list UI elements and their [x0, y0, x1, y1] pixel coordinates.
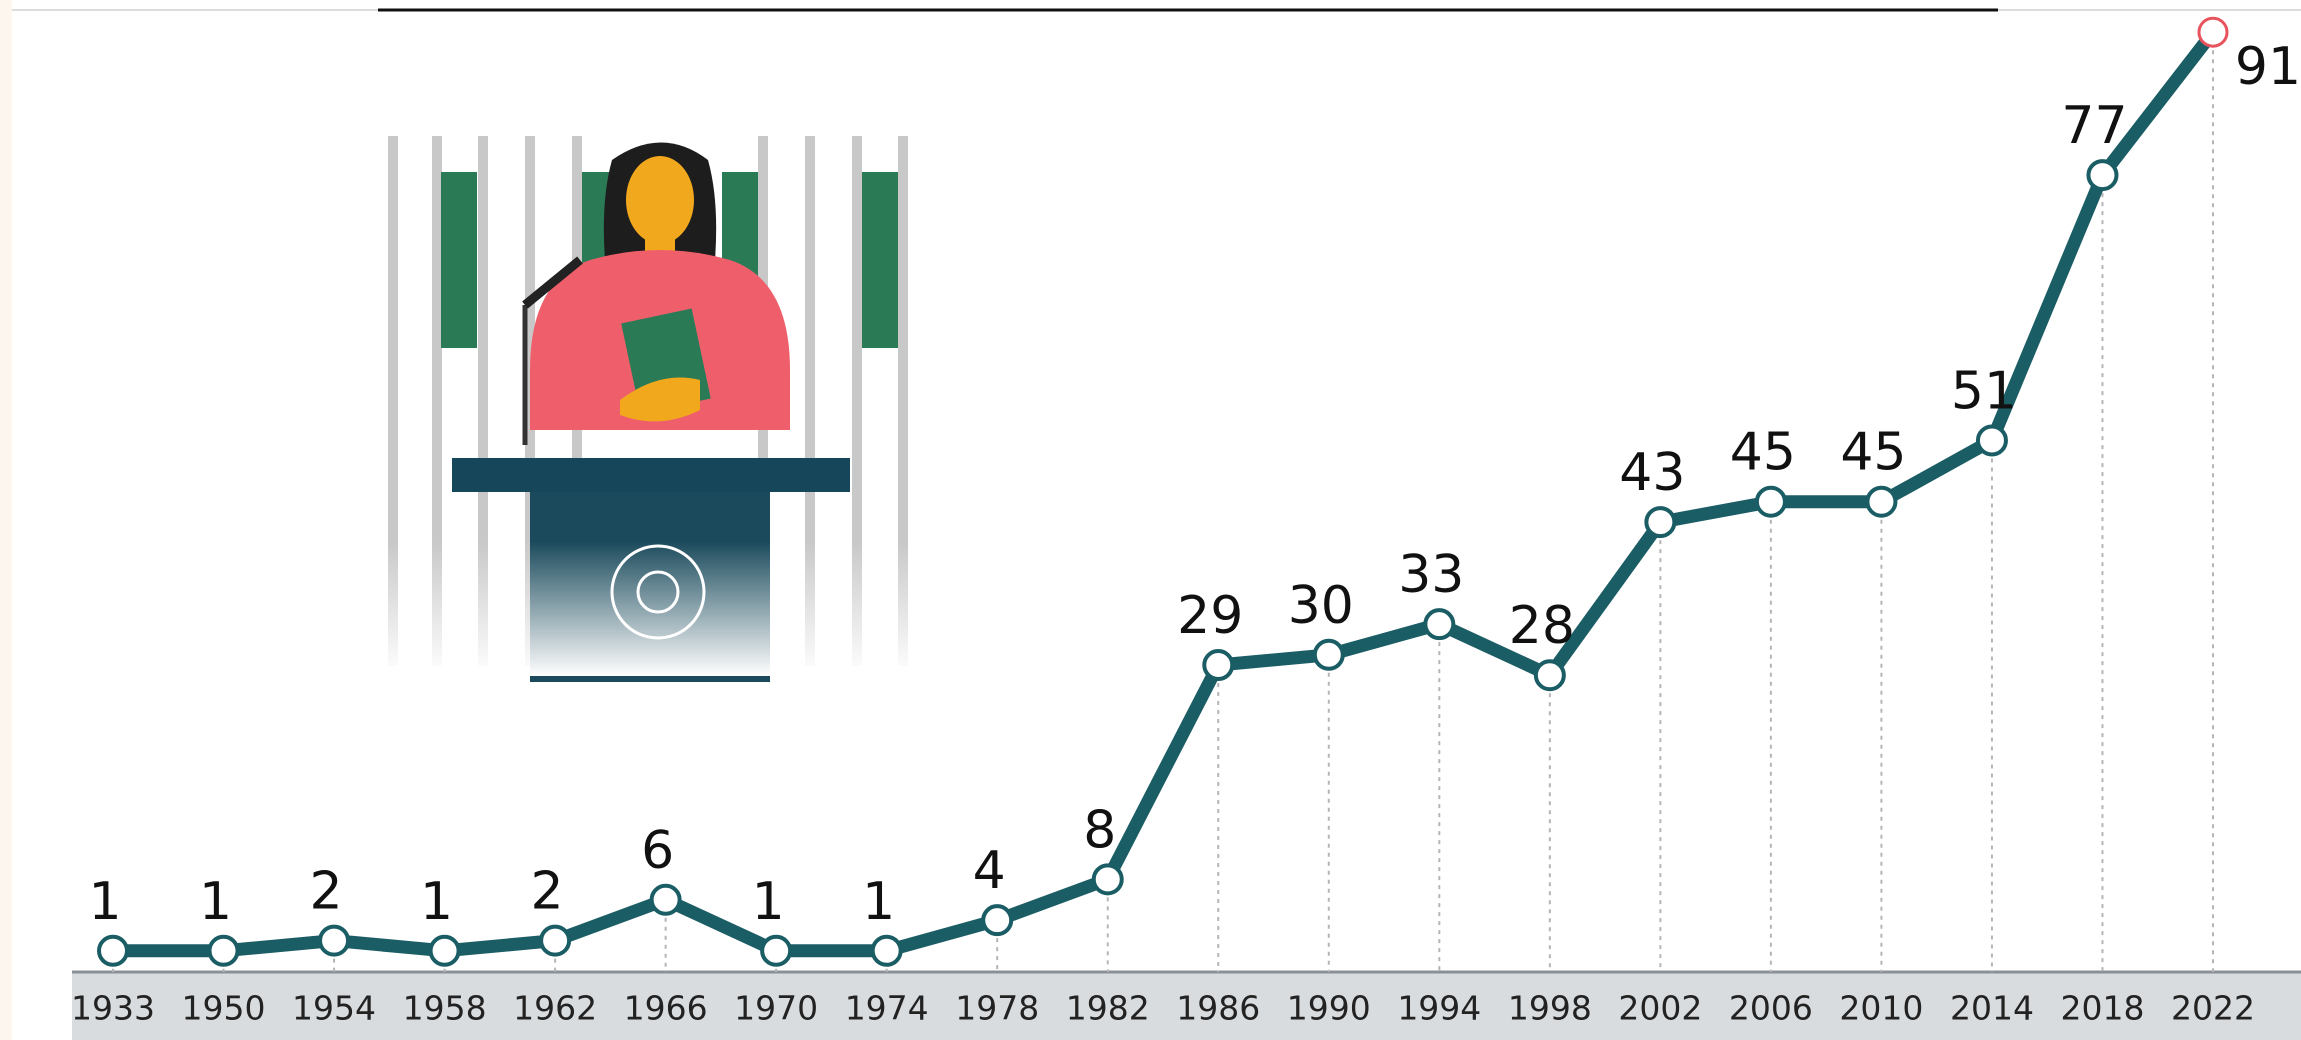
chart: 1933 1950 1954 1958 1962 1966 1970 1974 1978 1982… — [0, 0, 2301, 1040]
data-label: 33 — [1398, 545, 1464, 605]
fade — [380, 136, 920, 676]
marker — [873, 937, 901, 965]
x-tick-label: 2002 — [1618, 989, 1702, 1028]
x-tick-label: 1966 — [624, 989, 708, 1028]
x-tick-label: 2014 — [1950, 989, 2034, 1028]
marker — [652, 886, 680, 914]
x-tick-label: 1986 — [1176, 989, 1260, 1028]
marker — [2088, 161, 2116, 189]
data-label: 77 — [2061, 96, 2127, 156]
x-tick-label: 1933 — [71, 989, 155, 1028]
marker — [1867, 488, 1895, 516]
marker — [99, 937, 127, 965]
marker — [210, 937, 238, 965]
marker — [762, 937, 790, 965]
data-label: 4 — [973, 841, 1006, 901]
x-tick-label: 1994 — [1397, 989, 1481, 1028]
marker — [983, 906, 1011, 934]
marker — [431, 937, 459, 965]
marker — [320, 927, 348, 955]
data-label: 29 — [1177, 586, 1243, 646]
marker — [1425, 610, 1453, 638]
data-label: 43 — [1619, 443, 1685, 503]
x-tick-label: 2018 — [2060, 989, 2144, 1028]
x-tick-label: 1990 — [1287, 989, 1371, 1028]
illustration — [380, 136, 920, 682]
data-label: 30 — [1288, 576, 1354, 636]
data-label: 51 — [1951, 361, 2017, 421]
data-label: 1 — [88, 872, 121, 932]
marker — [1315, 641, 1343, 669]
data-label: 45 — [1730, 423, 1796, 483]
data-label: 1 — [752, 872, 785, 932]
data-label: 8 — [1083, 800, 1116, 860]
marker — [1757, 488, 1785, 516]
chart-background — [12, 0, 2301, 1040]
data-label: 2 — [531, 862, 564, 922]
data-label: 2 — [310, 862, 343, 922]
data-label: 91 — [2235, 37, 2301, 97]
x-tick-label: 1954 — [292, 989, 376, 1028]
marker — [1978, 426, 2006, 454]
marker — [1204, 651, 1232, 679]
marker — [541, 927, 569, 955]
x-tick-label: 1950 — [182, 989, 266, 1028]
x-tick-label: 2022 — [2171, 989, 2255, 1028]
page: 1933 1950 1954 1958 1962 1966 1970 1974 1978 1982… — [0, 0, 2301, 1040]
marker — [1094, 865, 1122, 893]
data-label: 1 — [420, 872, 453, 932]
x-tick-label: 1970 — [734, 989, 818, 1028]
marker — [2199, 18, 2227, 46]
data-label: 45 — [1840, 423, 1906, 483]
x-tick-label: 2010 — [1839, 989, 1923, 1028]
data-label: 6 — [641, 821, 674, 881]
x-tick-label: 1978 — [955, 989, 1039, 1028]
x-tick-label: 2006 — [1729, 989, 1813, 1028]
marker — [1646, 508, 1674, 536]
data-label: 1 — [862, 872, 895, 932]
data-label: 28 — [1509, 596, 1575, 656]
x-tick-label: 1958 — [403, 989, 487, 1028]
x-tick-label: 1982 — [1066, 989, 1150, 1028]
x-tick-label: 1998 — [1508, 989, 1592, 1028]
marker — [1536, 661, 1564, 689]
x-tick-label: 1974 — [845, 989, 929, 1028]
x-tick-label: 1962 — [513, 989, 597, 1028]
data-label: 1 — [199, 872, 232, 932]
